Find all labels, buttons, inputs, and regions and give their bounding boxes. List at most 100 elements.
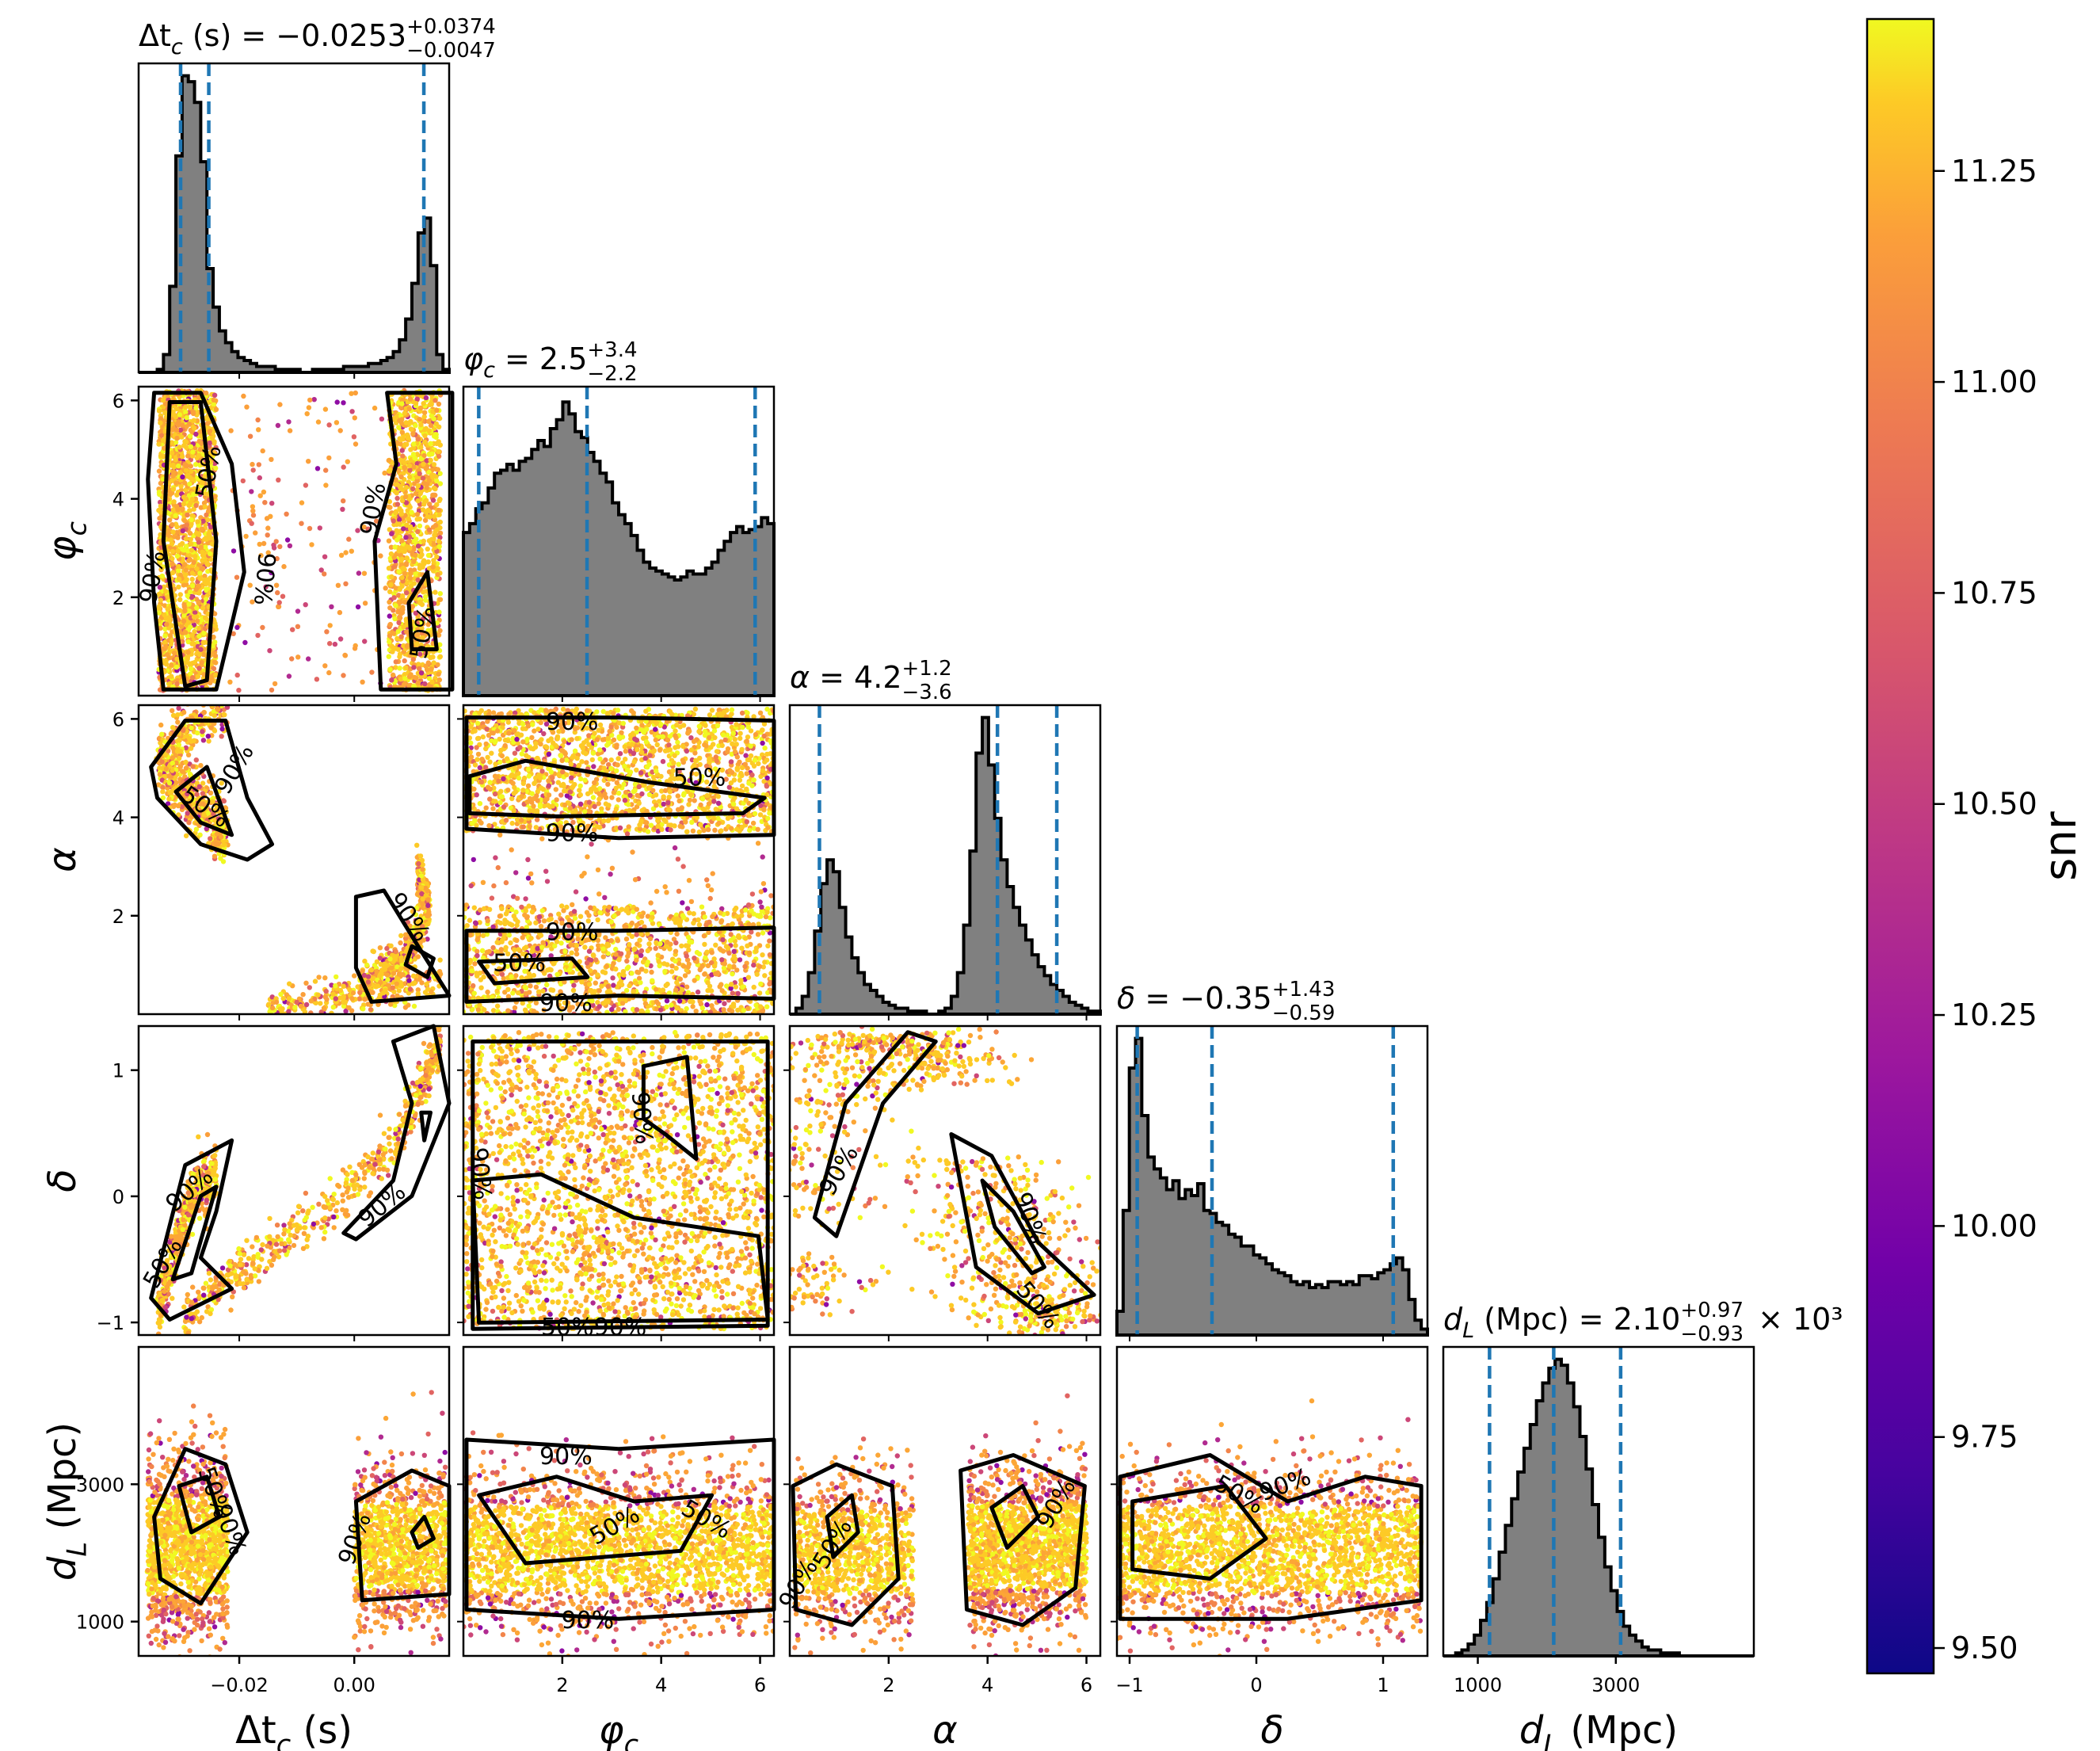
scatter-point — [333, 983, 338, 989]
scatter-point — [525, 723, 532, 729]
scatter-point — [434, 478, 440, 484]
scatter-point — [574, 829, 580, 835]
scatter-point — [195, 519, 200, 525]
scatter-point — [692, 706, 699, 712]
scatter-point — [314, 677, 320, 682]
scatter-point — [388, 582, 394, 588]
scatter-point — [424, 509, 429, 516]
scatter-point — [422, 439, 428, 444]
scatter-point — [175, 535, 181, 540]
scatter-point — [200, 605, 206, 611]
scatter-point — [403, 535, 409, 540]
scatter-point — [189, 521, 194, 527]
scatter-point — [273, 539, 279, 544]
scatter-point — [429, 451, 435, 457]
scatter-point — [424, 982, 429, 987]
scatter-point — [250, 504, 256, 509]
scatter-point — [726, 784, 732, 790]
scatter-point — [188, 666, 194, 672]
scatter-point — [326, 455, 332, 461]
scatter-point — [156, 507, 162, 513]
scatter-point — [407, 419, 413, 425]
scatter-point — [429, 679, 435, 685]
scatter-point — [398, 405, 404, 410]
scatter-point — [170, 462, 176, 468]
scatter-point — [168, 537, 173, 543]
scatter-point — [423, 466, 429, 471]
scatter-point — [431, 558, 436, 563]
scatter-point — [353, 390, 358, 396]
scatter-point — [400, 593, 406, 599]
scatter-point — [551, 822, 558, 827]
scatter-point — [269, 687, 275, 693]
scatter-point — [394, 502, 401, 507]
scatter-point — [436, 544, 442, 550]
scatter-point — [343, 550, 349, 555]
scatter-point — [417, 417, 422, 422]
scatter-point — [185, 791, 190, 797]
scatter-point — [415, 954, 421, 959]
scatter-point — [303, 1001, 310, 1008]
scatter-point — [398, 677, 404, 682]
scatter-point — [183, 759, 189, 765]
scatter-point — [255, 417, 261, 423]
scatter-point — [188, 464, 193, 469]
scatter-point — [257, 541, 262, 547]
scatter-point — [431, 536, 436, 542]
scatter-point — [204, 390, 209, 396]
scatter-point — [174, 656, 180, 662]
scatter-point — [193, 405, 199, 410]
scatter-point — [334, 399, 340, 405]
scatter-point — [413, 919, 418, 925]
scatter-point — [357, 990, 363, 995]
scatter-point — [365, 974, 372, 979]
scatter-point — [170, 409, 176, 414]
scatter-point — [175, 719, 181, 725]
scatter-point — [340, 506, 345, 512]
scatter-point — [224, 705, 231, 710]
scatter-point — [431, 541, 436, 547]
scatter-point — [299, 521, 304, 526]
scatter-point — [173, 760, 179, 765]
scatter-point — [200, 780, 206, 786]
scatter-point — [326, 670, 332, 676]
scatter-point — [519, 751, 524, 757]
scatter-point — [196, 633, 202, 639]
scatter-point — [420, 475, 426, 481]
scatter-point — [413, 422, 418, 429]
scatter-point — [175, 803, 181, 809]
scatter-point — [170, 555, 175, 562]
scatter-point — [415, 437, 421, 442]
scatter-point — [198, 544, 204, 550]
scatter-point — [269, 994, 275, 1000]
scatter-point — [268, 513, 273, 519]
scatter-point — [213, 841, 219, 847]
scatter-point — [394, 964, 400, 970]
scatter-point — [185, 593, 190, 599]
scatter-point — [210, 643, 215, 649]
scatter-point — [162, 626, 168, 631]
scatter-point — [199, 526, 205, 532]
scatter-point — [342, 652, 348, 658]
scatter-point — [398, 966, 404, 971]
scatter-point — [414, 891, 421, 898]
scatter-point — [396, 517, 402, 523]
scatter-point — [185, 650, 191, 655]
scatter-point — [193, 700, 198, 704]
scatter-point — [306, 1016, 311, 1020]
scatter-point — [173, 513, 178, 518]
title-phic: φc = 2.5+3.4 −2.2 — [463, 338, 638, 386]
scatter-point — [170, 522, 175, 528]
scatter-point — [157, 765, 162, 771]
scatter-point — [362, 639, 368, 644]
scatter-point — [276, 604, 281, 609]
scatter-point — [402, 460, 407, 466]
hist-panel-dl: dL (Mpc) = 2.10+0.97 −0.93 × 10³ — [1442, 1299, 1843, 1658]
scatter-point — [414, 842, 420, 849]
scatter-point — [435, 662, 440, 668]
scatter-point — [188, 444, 194, 449]
scatter-point — [352, 646, 358, 651]
scatter-point — [173, 457, 178, 463]
scatter-point — [265, 532, 270, 538]
scatter-point — [400, 486, 406, 493]
